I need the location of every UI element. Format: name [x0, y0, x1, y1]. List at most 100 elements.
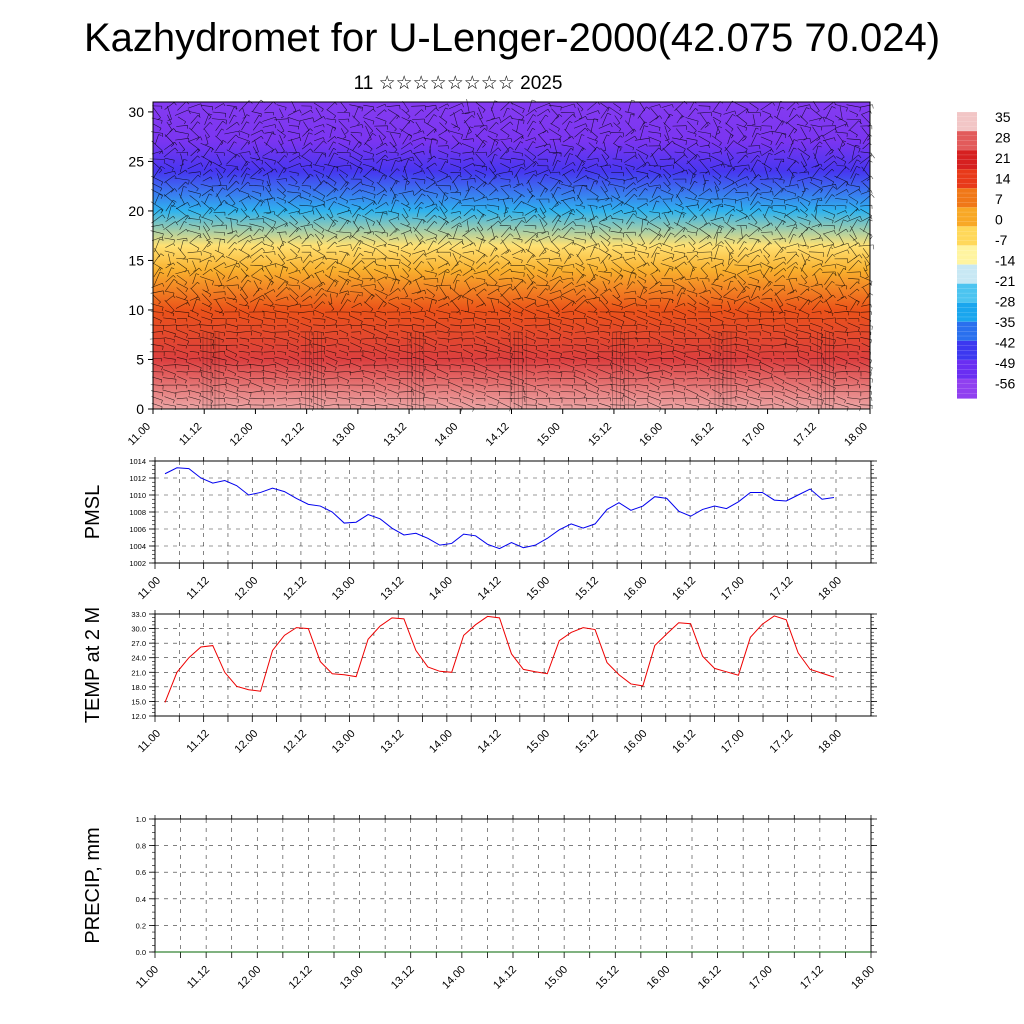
colorbar-label: -21	[995, 273, 1015, 289]
y-tick-label: 1012	[129, 474, 146, 483]
x-tick-label: 17.00	[719, 728, 747, 756]
x-tick-label: 13.12	[378, 575, 406, 603]
pmsl-panel: 1002 1004 1006 1008 1010 1012 1014 11.00 11.12 12…	[82, 457, 877, 603]
y-tick-label: 0.8	[136, 842, 146, 851]
x-tick-label: 11.00	[136, 575, 163, 602]
x-tick-label: 16.12	[696, 964, 724, 992]
y-tick-label: 0.6	[136, 868, 146, 877]
colorbar-swatch	[957, 302, 977, 323]
x-tick-label: 12.12	[287, 964, 315, 992]
colorbar-swatch	[957, 226, 977, 247]
y-tick-label: 15.0	[131, 697, 146, 706]
x-tick-label: 18.00	[816, 728, 844, 756]
y-tick-label: 1014	[129, 457, 146, 466]
x-tick-label: 15.12	[573, 575, 601, 603]
y-tick-label: 1.0	[136, 815, 146, 824]
colorbar-swatch	[957, 112, 977, 132]
y-tick-label: 1002	[129, 559, 146, 568]
y-axis-label: PRECIP, mm	[82, 827, 104, 943]
y-tick-label: 12.0	[131, 712, 146, 721]
x-tick-label: 18.00	[816, 575, 844, 603]
x-tick-label: 12.00	[228, 421, 256, 449]
x-tick-label: 11.00	[134, 964, 161, 991]
y-tick-label: 20	[128, 203, 144, 219]
y-tick-label: 0.2	[136, 921, 146, 930]
colorbar: 35 28 21 14 7 0 -7 -14 -21 -28 -35 -42 -49 -56	[957, 109, 1015, 399]
x-tick-label: 14.00	[427, 575, 455, 603]
y-tick-label: 18.0	[131, 683, 146, 692]
series-line	[164, 467, 835, 550]
x-tick-label: 17.00	[719, 575, 747, 603]
x-tick-label: 11.12	[185, 964, 212, 991]
x-tick-label: 15.12	[586, 421, 614, 449]
temp-panel: 12.0 15.0 18.0 21.0 24.0 27.0 30.0 33.0 11.00 11.…	[82, 607, 877, 756]
x-tick-label: 18.00	[842, 421, 870, 449]
colorbar-label: -42	[995, 335, 1015, 351]
y-tick-label: 30	[128, 104, 144, 120]
x-tick-label: 15.00	[535, 421, 563, 449]
x-tick-label: 12.00	[232, 728, 260, 756]
colorbar-swatch	[957, 150, 977, 170]
colorbar-swatch	[957, 245, 977, 266]
y-tick-label: 0.0	[136, 948, 146, 957]
x-tick-label: 18.00	[849, 964, 877, 992]
colorbar-label: 0	[995, 212, 1003, 228]
y-tick-label: 1004	[129, 542, 146, 551]
colorbar-label: 35	[995, 109, 1011, 125]
wind-barbs	[149, 98, 875, 413]
colorbar-label: 7	[995, 191, 1003, 207]
colorbar-label: -14	[995, 253, 1015, 269]
x-tick-label: 17.00	[747, 964, 775, 992]
y-tick-label: 27.0	[131, 639, 146, 648]
y-tick-label: 0	[136, 401, 144, 417]
colorbar-label: 28	[995, 130, 1011, 146]
x-tick-label: 11.00	[136, 728, 163, 755]
x-tick-label: 14.12	[476, 575, 504, 603]
x-tick-label: 14.12	[491, 964, 519, 992]
y-tick-label: 1006	[129, 525, 146, 534]
x-tick-label: 16.00	[645, 964, 673, 992]
x-tick-label: 16.12	[670, 728, 698, 756]
colorbar-label: -56	[995, 376, 1015, 392]
colorbar-swatch	[957, 359, 977, 380]
precip-panel: 0.0 0.2 0.4 0.6 0.8 1.0 11.00 11.12 12.00 12.12 13…	[82, 815, 877, 992]
x-tick-label: 16.00	[622, 575, 650, 603]
y-tick-label: 1008	[129, 508, 146, 517]
x-tick-label: 15.12	[573, 728, 601, 756]
colorbar-swatch	[957, 169, 977, 189]
x-tick-label: 17.00	[740, 421, 768, 449]
y-tick-label: 15	[128, 252, 144, 268]
x-tick-label: 14.00	[432, 421, 460, 449]
colorbar-swatch	[957, 188, 977, 208]
y-tick-label: 1010	[129, 491, 146, 500]
y-tick-label: 10	[128, 302, 144, 318]
colorbar-label: 14	[995, 171, 1011, 187]
x-tick-label: 14.12	[484, 421, 512, 449]
x-tick-label: 16.12	[689, 421, 717, 449]
x-tick-label: 14.00	[440, 964, 468, 992]
colorbar-swatch	[957, 264, 977, 285]
x-tick-label: 15.00	[542, 964, 570, 992]
y-axis-label: TEMP at 2 M	[82, 607, 104, 723]
x-tick-label: 13.00	[330, 575, 358, 603]
y-tick-label: 21.0	[131, 668, 146, 677]
colorbar-swatch	[957, 131, 977, 151]
x-tick-label: 17.12	[768, 728, 796, 756]
x-tick-label: 15.00	[524, 728, 552, 756]
x-tick-label: 13.12	[389, 964, 417, 992]
y-tick-label: 5	[136, 351, 144, 367]
x-tick-label: 13.00	[330, 421, 358, 449]
x-tick-label: 14.00	[427, 728, 455, 756]
chart-title: Kazhydromet for U-Lenger-2000(42.075 70.…	[83, 16, 941, 60]
x-tick-label: 11.12	[184, 575, 211, 602]
colorbar-swatch	[957, 207, 977, 227]
plot-frame	[154, 460, 872, 564]
y-tick-label: 33.0	[131, 610, 146, 619]
x-tick-label: 13.12	[378, 728, 406, 756]
colorbar-label: -49	[995, 355, 1015, 371]
colorbar-swatch	[957, 378, 977, 399]
y-tick-label: 25	[128, 153, 144, 169]
colorbar-label: 21	[995, 150, 1011, 166]
x-tick-label: 16.12	[670, 575, 698, 603]
